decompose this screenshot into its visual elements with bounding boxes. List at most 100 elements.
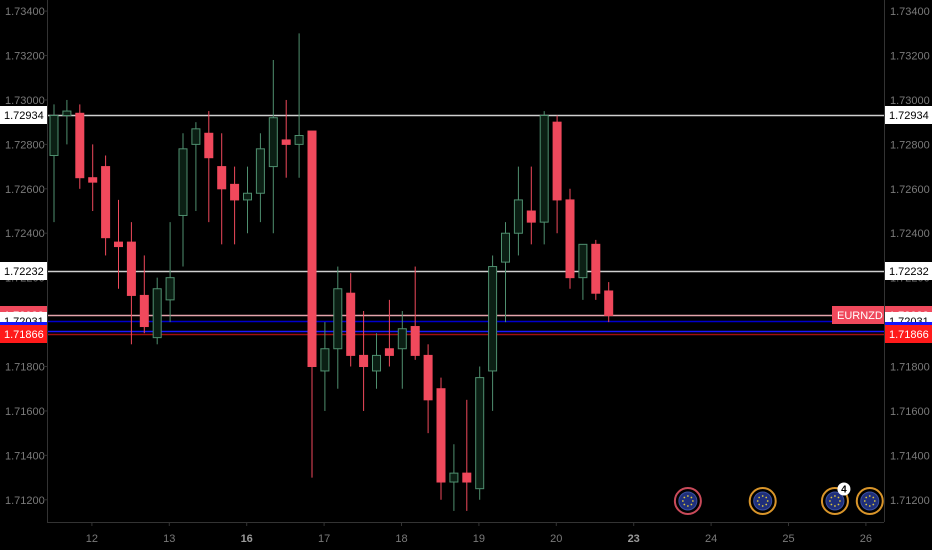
- candle-body: [552, 121, 562, 201]
- event-marker-icon: 4: [820, 482, 851, 515]
- candle-down: [88, 144, 98, 212]
- flag-star: [865, 503, 868, 506]
- price-tag-text: 1.72232: [4, 266, 44, 278]
- price-tag-bg: [885, 262, 932, 280]
- y-tick-label-right: 1.73000: [890, 95, 930, 107]
- y-tick-label-left: 1.73200: [5, 51, 45, 63]
- price-tags-layer: 1.729341.729341.722321.722321.720321.720…: [0, 106, 932, 343]
- flag-star: [839, 500, 841, 502]
- x-tick-label: 12: [86, 533, 98, 545]
- symbol-tag-bg: [832, 306, 884, 324]
- candle-body: [333, 288, 343, 350]
- candle-body: [410, 326, 420, 356]
- price-tag-bg: [0, 325, 47, 343]
- candle-body: [62, 110, 72, 117]
- price-tag-right: 1.72934: [885, 106, 932, 124]
- candle-up: [539, 111, 549, 245]
- y-tick-label-left: 1.71200: [5, 495, 45, 507]
- candle-up: [578, 243, 588, 300]
- price-tag-left: 1.72232: [0, 262, 47, 280]
- price-tag-bg: [0, 106, 47, 124]
- event-marker-ring: [748, 487, 777, 515]
- y-tick-label-left: 1.73400: [5, 6, 45, 18]
- price-tag-bg: [0, 262, 47, 280]
- y-ticks-layer: 1.73400 1.73400 1.73200 1.73200 1.73000 1.730…: [5, 6, 930, 507]
- candle-down: [346, 273, 356, 367]
- event-badge-text: 4: [841, 485, 847, 496]
- candle-up: [372, 333, 381, 389]
- y-tick-label-right: 1.71800: [890, 362, 930, 374]
- candle-body: [49, 115, 59, 156]
- y-tick-label-left: 1.71800: [5, 362, 45, 374]
- x-tick-label: 16: [241, 533, 253, 545]
- axes-layer: [47, 0, 885, 523]
- flag-star: [834, 495, 836, 497]
- candle-body: [372, 354, 381, 372]
- candle-down: [114, 199, 123, 289]
- candle-down: [462, 399, 472, 511]
- candle-up: [191, 122, 201, 212]
- candle-down: [217, 133, 227, 245]
- candle-body: [423, 354, 433, 401]
- x-tick-label: 18: [395, 533, 407, 545]
- y-tick-label-left: 1.72600: [5, 184, 45, 196]
- x-tick-label: 24: [705, 533, 717, 545]
- candle-body: [604, 290, 614, 316]
- price-tag-text: 1.71866: [889, 329, 929, 341]
- candle-down: [604, 282, 614, 323]
- candle-body: [320, 348, 330, 372]
- candle-up: [62, 99, 72, 145]
- event-marker-ring: [673, 487, 702, 515]
- candle-body: [281, 139, 291, 145]
- candle-body: [255, 148, 265, 194]
- candle-down: [359, 310, 369, 411]
- price-tag-left: 1.72934: [0, 106, 47, 124]
- flag-star: [872, 496, 875, 499]
- flag-star: [683, 496, 686, 499]
- flag-star: [829, 500, 831, 502]
- y-tick-label-right: 1.72800: [890, 139, 930, 151]
- candle-body: [307, 130, 317, 368]
- candle-body: [475, 377, 485, 490]
- candle-up: [165, 222, 175, 323]
- symbol-tag-text: EURNZD: [837, 310, 883, 322]
- flag-star: [863, 500, 866, 502]
- price-tag-text: 1.72934: [889, 110, 929, 122]
- candle-body: [501, 232, 510, 263]
- price-tag-bg: [885, 325, 932, 343]
- y-tick-label-right: 1.73200: [890, 51, 930, 63]
- candle-up: [397, 310, 407, 389]
- flag-icon: [825, 491, 845, 511]
- events-layer: 4E: [673, 482, 884, 515]
- candle-body: [268, 117, 278, 168]
- event-marker-icon: [855, 487, 884, 515]
- flag-star: [765, 503, 768, 506]
- candle-body: [178, 148, 188, 216]
- candle-down: [75, 104, 85, 189]
- candle-up: [320, 322, 330, 411]
- y-tick-label-right: 1.71400: [890, 450, 930, 462]
- flag-star: [872, 503, 875, 506]
- y-tick-label-right: 1.71600: [890, 406, 930, 418]
- candle-up: [294, 33, 304, 178]
- candle-body: [591, 243, 601, 294]
- flag-star: [765, 496, 768, 499]
- candle-up: [268, 59, 278, 234]
- candle-up: [475, 366, 485, 500]
- candle-down: [384, 299, 394, 367]
- candle-down: [126, 222, 136, 345]
- candle-down: [526, 166, 536, 245]
- price-tag-bg: [885, 106, 932, 124]
- x-tick-label: 19: [473, 533, 485, 545]
- flag-star: [766, 500, 769, 502]
- flag-star: [830, 503, 833, 506]
- candle-up: [333, 266, 343, 389]
- candle-body: [436, 388, 446, 483]
- flag-star: [837, 503, 840, 506]
- candle-body: [294, 134, 304, 145]
- horizontal-lines-layer: [47, 114, 884, 336]
- x-tick-label: 20: [550, 533, 562, 545]
- candle-body: [526, 210, 536, 223]
- candle-down: [423, 344, 433, 434]
